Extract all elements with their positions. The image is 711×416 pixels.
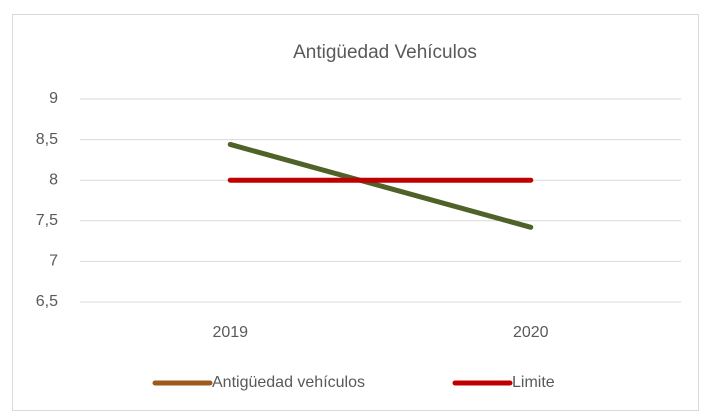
x-tick-label: 2020 <box>513 324 549 341</box>
chart-title: Antigüedad Vehículos <box>293 42 477 63</box>
legend-label: Antigüedad vehículos <box>212 374 365 391</box>
y-tick-label: 7 <box>49 253 58 270</box>
y-tick-label: 9 <box>49 90 58 107</box>
y-tick-label: 8,5 <box>36 131 58 148</box>
y-tick-label: 8 <box>49 171 58 188</box>
y-tick-label: 6,5 <box>36 293 58 310</box>
y-tick-label: 7,5 <box>36 212 58 229</box>
legend-label: Limite <box>512 374 555 391</box>
chart-frame <box>12 14 699 411</box>
x-tick-label: 2019 <box>212 324 248 341</box>
series-line <box>227 141 534 230</box>
